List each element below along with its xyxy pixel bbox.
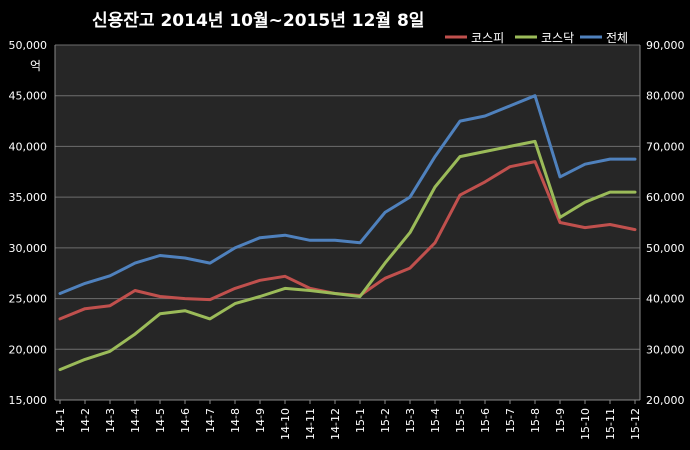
x-tick-label: 15-11 bbox=[604, 408, 617, 440]
x-tick-label: 15-5 bbox=[454, 408, 467, 433]
x-tick-label: 14-4 bbox=[129, 408, 142, 433]
x-tick-label: 15-4 bbox=[429, 408, 442, 433]
x-tick-label: 14-11 bbox=[304, 408, 317, 440]
y-tick-left: 35,000 bbox=[9, 191, 48, 204]
x-tick-label: 14-12 bbox=[329, 408, 342, 440]
y-tick-right: 60,000 bbox=[646, 191, 685, 204]
x-tick-label: 15-9 bbox=[554, 408, 567, 433]
x-tick-label: 14-7 bbox=[204, 408, 217, 433]
legend-label: 코스피 bbox=[471, 31, 504, 45]
x-tick-label: 15-8 bbox=[529, 408, 542, 433]
x-tick-label: 15-3 bbox=[404, 408, 417, 433]
x-tick-label: 15-10 bbox=[579, 408, 592, 440]
y-tick-right: 20,000 bbox=[646, 394, 685, 407]
y-tick-right: 90,000 bbox=[646, 39, 685, 52]
series-line-2 bbox=[58, 139, 637, 372]
x-tick-label: 14-3 bbox=[104, 408, 117, 433]
legend-label: 전체 bbox=[606, 31, 628, 45]
y-tick-right: 70,000 bbox=[646, 140, 685, 153]
y-tick-left: 30,000 bbox=[9, 242, 48, 255]
y-tick-left: 15,000 bbox=[9, 394, 48, 407]
y-tick-left: 45,000 bbox=[9, 90, 48, 103]
y-tick-left: 20,000 bbox=[9, 343, 48, 356]
x-tick-label: 15-12 bbox=[629, 408, 642, 440]
y-tick-left: 50,000 bbox=[9, 39, 48, 52]
legend-label: 코스닥 bbox=[541, 31, 574, 45]
x-tick-label: 14-2 bbox=[79, 408, 92, 433]
y-tick-right: 30,000 bbox=[646, 343, 685, 356]
axes: 15,000 20,000 20,000 30,000 25,000 40,000 30,0… bbox=[9, 39, 685, 440]
x-tick-label: 14-1 bbox=[54, 408, 67, 433]
y-tick-right: 50,000 bbox=[646, 242, 685, 255]
y-tick-left: 40,000 bbox=[9, 140, 48, 153]
x-tick-label: 14-8 bbox=[229, 408, 242, 433]
x-tick-label: 14-9 bbox=[254, 408, 267, 433]
x-tick-label: 14-6 bbox=[179, 408, 192, 433]
chart-title: 신용잔고 2014년 10월~2015년 12월 8일 bbox=[92, 11, 424, 31]
x-tick-label: 15-1 bbox=[354, 408, 367, 433]
x-tick-label: 14-10 bbox=[279, 408, 292, 440]
legend: 코스피 코스닥 전체 bbox=[445, 31, 628, 45]
x-tick-label: 14-5 bbox=[154, 408, 167, 433]
x-tick-label: 15-6 bbox=[479, 408, 492, 433]
x-tick-label: 15-2 bbox=[379, 408, 392, 433]
y-tick-left: 25,000 bbox=[9, 293, 48, 306]
series-line-3 bbox=[58, 94, 637, 295]
y-tick-right: 80,000 bbox=[646, 90, 685, 103]
y-tick-right: 40,000 bbox=[646, 293, 685, 306]
series-lines bbox=[58, 94, 637, 372]
plot-area bbox=[55, 45, 640, 400]
y-axis-left-unit: 억 bbox=[30, 59, 41, 73]
x-tick-label: 15-7 bbox=[504, 408, 517, 433]
